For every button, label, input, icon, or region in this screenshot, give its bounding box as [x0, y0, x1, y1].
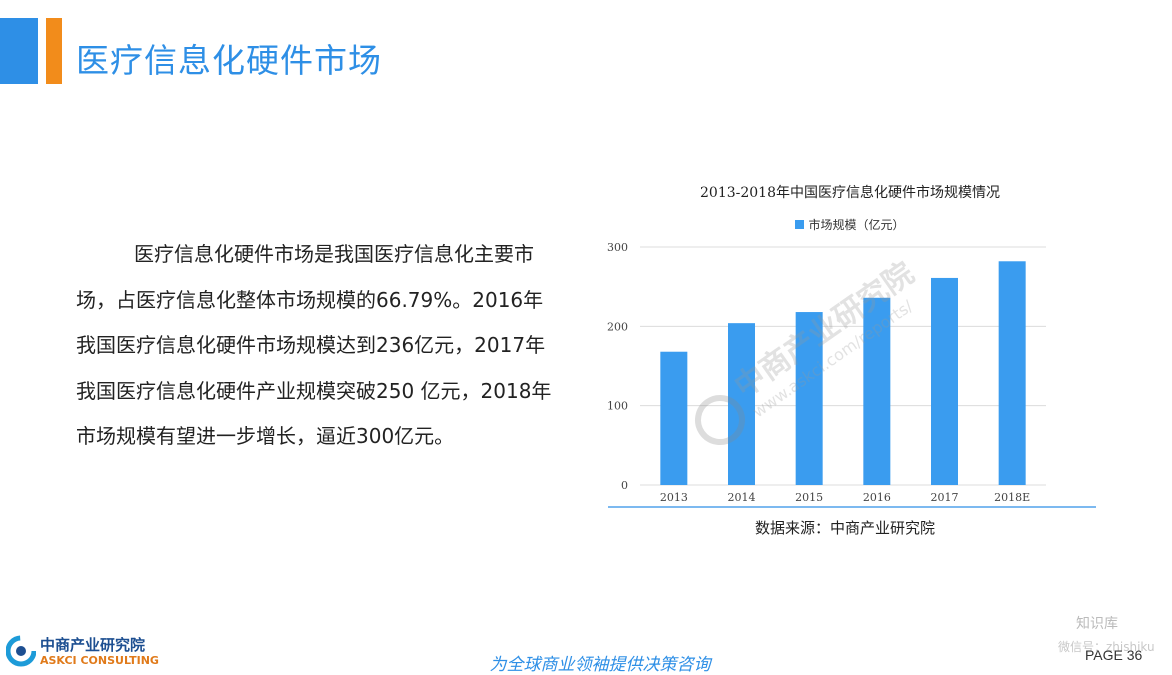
bar-2017: [931, 277, 958, 485]
body-paragraph-text: 医疗信息化硬件市场是我国医疗信息化主要市场，占医疗信息化整体市场规模的66.79…: [76, 242, 552, 448]
logo-text-en: ASKCI CONSULTING: [40, 654, 159, 667]
x-tick-label: 2016: [863, 491, 891, 504]
bar-2014: [728, 323, 755, 485]
y-tick-label: 200: [607, 320, 628, 333]
x-tick-label: 2017: [931, 491, 959, 504]
bar-2015: [795, 312, 823, 485]
bar-2013: [660, 351, 688, 485]
bar-chart: 0 100 200 300 2013 2014 2015 2016 2017 2018E 中商产业研…: [600, 170, 1100, 550]
askci-logo: 中商产业研究院 ASKCI CONSULTING: [5, 634, 176, 670]
source-note: 数据来源：中商产业研究院: [755, 519, 936, 537]
y-tick-label: 300: [607, 241, 628, 254]
x-tick-label: 2018E: [994, 491, 1030, 504]
chart-legend: 市场规模（亿元）: [600, 216, 1100, 233]
bar-chart-plot: 0 100 200 300 2013 2014 2015 2016 2017 2018E 中商产业研…: [607, 241, 1096, 508]
body-paragraph: 医疗信息化硬件市场是我国医疗信息化主要市场，占医疗信息化整体市场规模的66.79…: [76, 232, 556, 460]
page-number: PAGE 36: [1085, 647, 1143, 663]
x-tick-label: 2013: [660, 491, 688, 504]
title-accent-bar-orange: [46, 18, 62, 84]
watermark-text-cn: 中商产业研究院: [728, 256, 920, 405]
x-tick-label: 2014: [728, 491, 756, 504]
footer-slogan: 为全球商业领袖提供决策咨询: [489, 655, 711, 675]
legend-label: 市场规模（亿元）: [808, 218, 905, 232]
page-title: 医疗信息化硬件市场: [76, 41, 382, 80]
title-accent-bar-blue: [0, 18, 38, 84]
corner-watermark-2: 微信号：zhishiku: [1058, 640, 1155, 654]
corner-watermark: 知识库: [1076, 616, 1118, 632]
bar-2018E: [998, 261, 1026, 485]
x-tick-label: 2015: [795, 491, 823, 504]
y-tick-label: 100: [607, 400, 628, 413]
y-tick-label: 0: [621, 479, 628, 492]
logo-text-cn: 中商产业研究院: [40, 636, 146, 654]
chart-title: 2013-2018年中国医疗信息化硬件市场规模情况: [700, 185, 1000, 201]
legend-swatch: [795, 220, 805, 229]
askci-logo-icon: [5, 635, 37, 667]
bar-2016: [863, 297, 891, 485]
watermark-logo-icon: [695, 395, 745, 445]
